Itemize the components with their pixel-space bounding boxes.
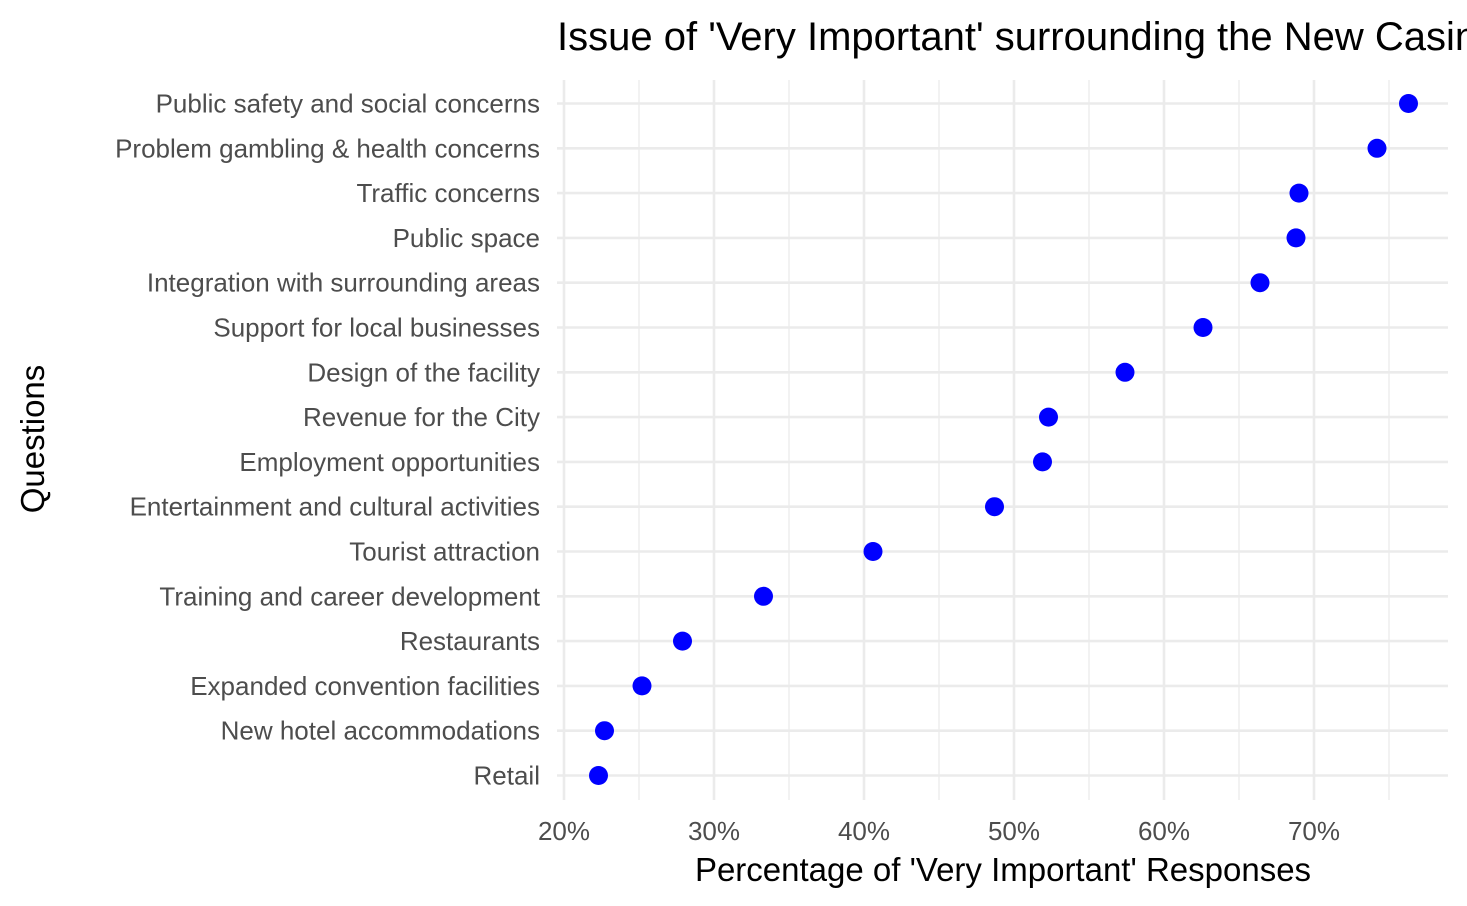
x-tick-label: 60% [1138,816,1190,846]
y-tick-label: New hotel accommodations [221,716,540,746]
x-tick-label: 70% [1288,816,1340,846]
y-tick-label: Design of the facility [307,357,540,387]
y-tick-label: Support for local businesses [213,313,540,343]
data-point [754,586,773,606]
data-point [673,631,692,651]
y-tick-label: Expanded convention facilities [190,671,540,701]
x-tick-label: 50% [988,816,1040,846]
x-tick-labels: 20% 30% 40% 50% 60% 70% [538,816,1340,846]
data-point [1399,94,1418,113]
y-tick-label: Employment opportunities [239,447,540,477]
y-tick-label: Training and career development [159,581,540,611]
y-tick-label: Public safety and social concerns [156,89,540,119]
data-point [1289,183,1309,203]
data-point [1039,407,1058,427]
chart-title: Issue of 'Very Important' surrounding th… [557,15,1467,59]
data-point [632,676,652,696]
y-tick-label: Public space [393,223,540,253]
data-point [985,497,1004,517]
y-tick-label: Traffic concerns [356,178,540,208]
data-points [589,94,1418,785]
y-tick-label: Revenue for the City [303,402,540,432]
x-tick-label: 40% [838,816,890,846]
x-tick-label: 20% [538,816,590,846]
y-tick-label: Entertainment and cultural activities [130,492,540,522]
data-point [1033,452,1052,472]
y-tick-label: Retail [474,761,540,791]
data-point [595,721,614,741]
data-point [1115,362,1135,382]
y-tick-label: Integration with surrounding areas [147,268,540,298]
data-point [1193,318,1213,337]
data-point [863,542,883,561]
y-tick-labels: Public safety and social concerns Problem… [115,89,541,791]
data-point [589,766,608,785]
x-axis-title: Percentage of 'Very Important' Responses [695,851,1311,888]
grid [557,80,1448,800]
data-point [1286,228,1306,248]
y-axis-title: Questions [14,365,51,514]
x-tick-label: 30% [688,816,740,846]
data-point [1250,273,1270,293]
y-tick-label: Tourist attraction [349,537,540,567]
y-tick-label: Restaurants [400,626,540,656]
y-tick-label: Problem gambling & health concerns [115,133,540,163]
data-point [1367,138,1387,158]
